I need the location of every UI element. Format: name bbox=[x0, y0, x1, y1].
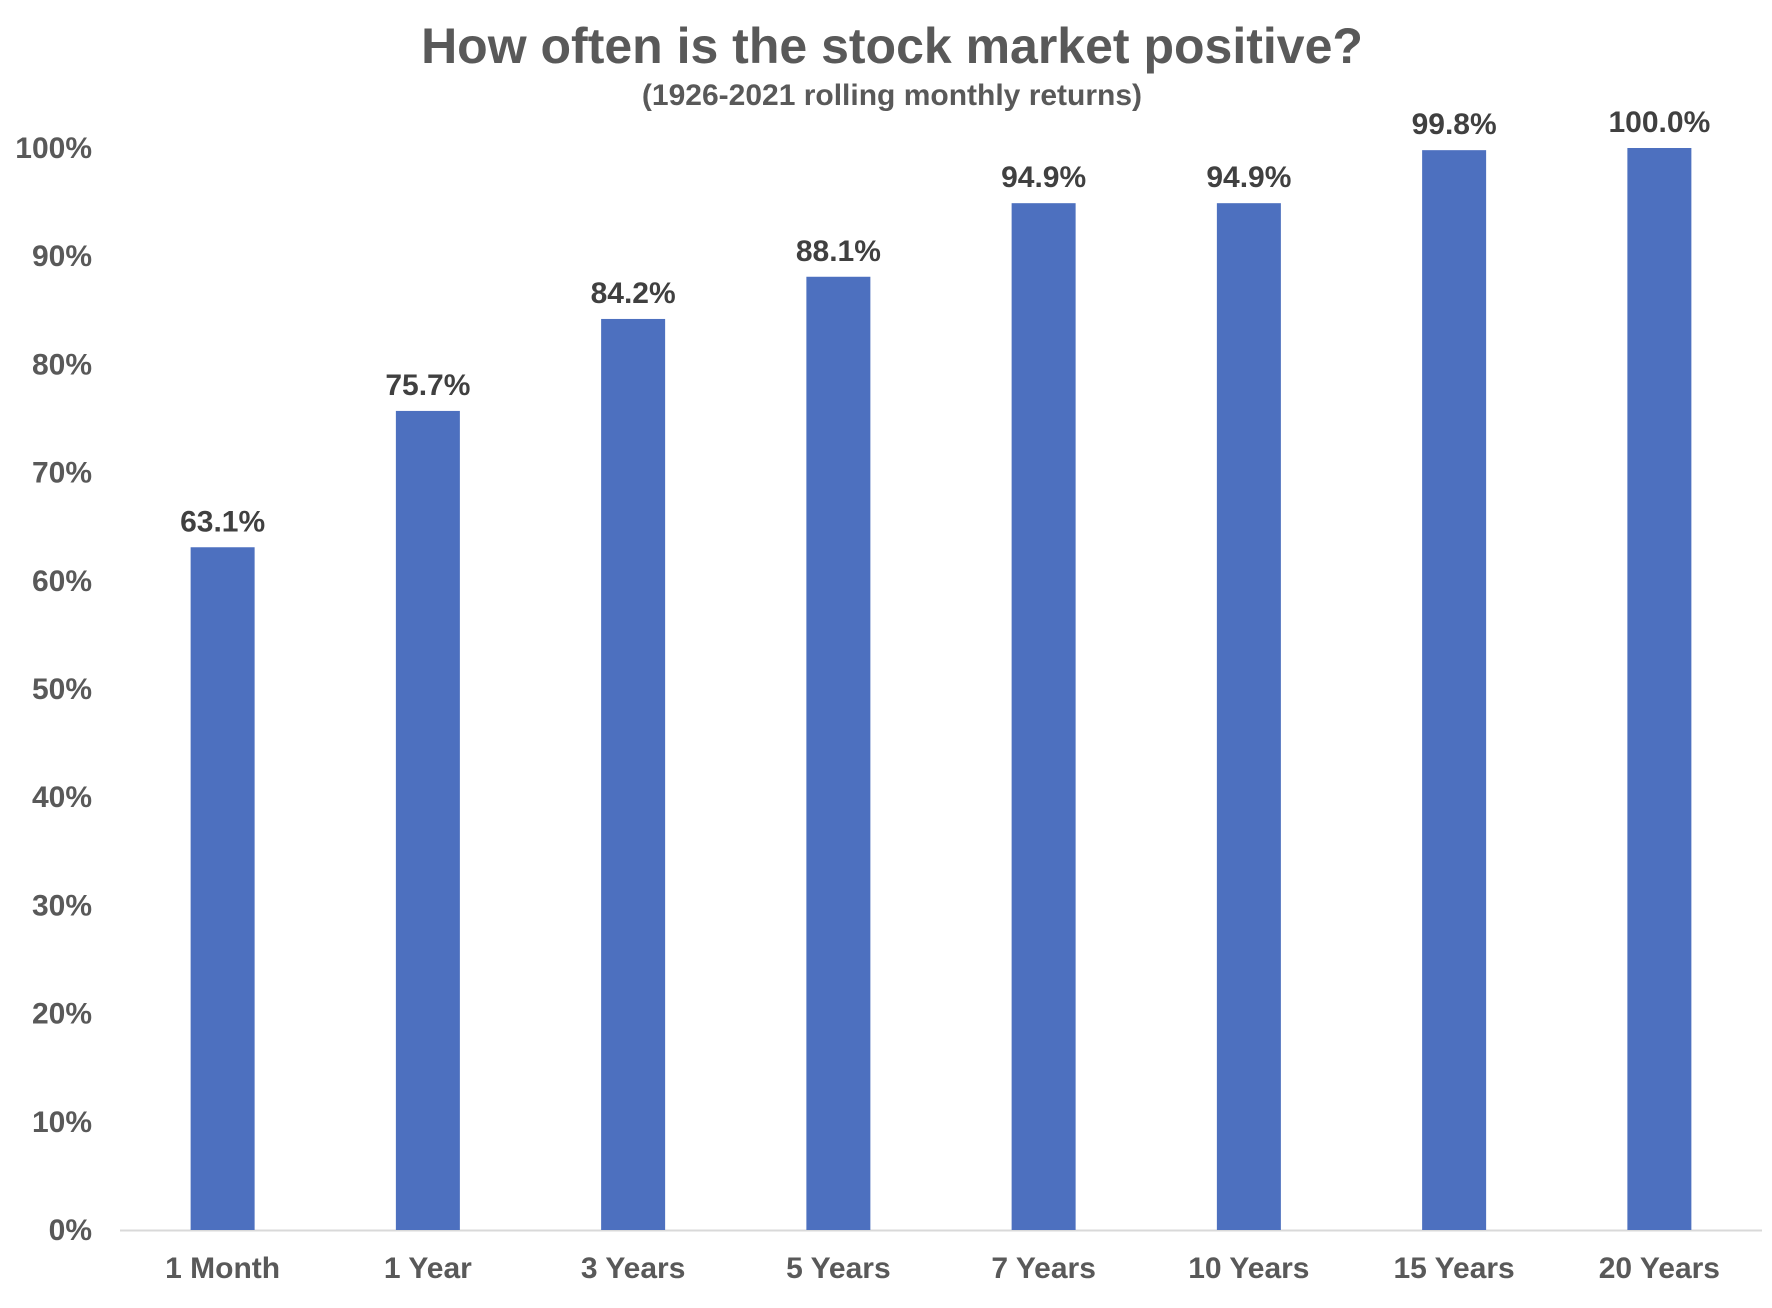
y-tick-label: 90% bbox=[32, 240, 92, 273]
bar-data-label: 88.1% bbox=[796, 235, 881, 268]
x-tick-label: 7 Years bbox=[991, 1252, 1096, 1285]
data-labels: 63.1% 75.7% 84.2% 88.1% 94.9% 94.9% 99.8% 100.0… bbox=[180, 106, 1710, 538]
bar bbox=[1216, 203, 1281, 1230]
x-tick-label: 10 Years bbox=[1188, 1252, 1309, 1285]
x-axis: 1 Month 1 Year 3 Years 5 Years 7 Years 10 Yea… bbox=[165, 1252, 1720, 1285]
bar-data-label: 94.9% bbox=[1001, 161, 1086, 194]
x-tick-label: 1 Month bbox=[165, 1252, 280, 1285]
x-tick-label: 1 Year bbox=[384, 1252, 472, 1285]
chart-title: How often is the stock market positive? bbox=[421, 18, 1363, 74]
y-tick-label: 50% bbox=[32, 673, 92, 706]
bar bbox=[806, 276, 871, 1230]
bar-data-label: 63.1% bbox=[180, 505, 265, 538]
y-tick-label: 30% bbox=[32, 889, 92, 922]
bar-series bbox=[190, 148, 1692, 1230]
y-tick-label: 60% bbox=[32, 565, 92, 598]
y-axis: 0% 10% 20% 30% 40% 50% 60% 70% 80% 90% 100% bbox=[15, 132, 92, 1247]
chart-subtitle: (1926-2021 rolling monthly returns) bbox=[642, 79, 1142, 112]
bar-data-label: 99.8% bbox=[1412, 108, 1497, 141]
y-tick-label: 100% bbox=[15, 132, 92, 165]
bar-data-label: 84.2% bbox=[591, 277, 676, 310]
y-tick-label: 40% bbox=[32, 781, 92, 814]
bar-data-label: 75.7% bbox=[385, 369, 470, 402]
bar-data-label: 100.0% bbox=[1609, 106, 1711, 139]
bar bbox=[1422, 150, 1487, 1230]
x-tick-label: 20 Years bbox=[1599, 1252, 1720, 1285]
y-tick-label: 70% bbox=[32, 457, 92, 490]
y-tick-label: 10% bbox=[32, 1106, 92, 1139]
bar bbox=[190, 547, 255, 1230]
bar bbox=[395, 410, 460, 1230]
x-tick-label: 5 Years bbox=[786, 1252, 891, 1285]
x-tick-label: 3 Years bbox=[581, 1252, 686, 1285]
bar bbox=[1011, 203, 1076, 1230]
y-tick-label: 80% bbox=[32, 348, 92, 381]
y-tick-label: 20% bbox=[32, 998, 92, 1031]
bar bbox=[1627, 148, 1692, 1230]
bar-data-label: 94.9% bbox=[1206, 161, 1291, 194]
y-tick-label: 0% bbox=[49, 1214, 92, 1247]
x-tick-label: 15 Years bbox=[1394, 1252, 1515, 1285]
bar bbox=[601, 318, 666, 1230]
